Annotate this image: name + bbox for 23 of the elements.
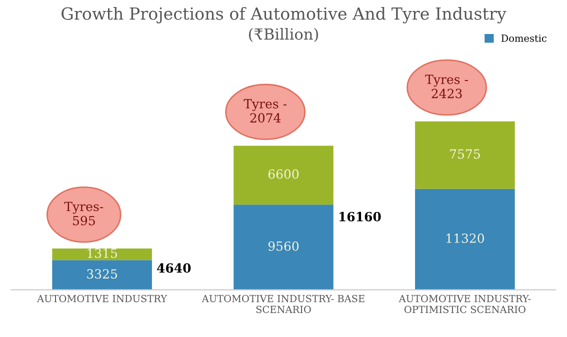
- data-label: 9560: [268, 241, 299, 251]
- data-label: 1315: [88, 248, 117, 258]
- data-label: 7575: [450, 149, 480, 159]
- x-tick-label: AUTOMOTIVE INDUSTRY: [36, 294, 168, 302]
- bar: [415, 188, 515, 290]
- total-label: 4640: [157, 263, 191, 273]
- bar: [234, 204, 334, 290]
- data-label: 6600: [268, 169, 299, 179]
- bar: [52, 260, 152, 290]
- annotation: Tyres- 595: [64, 202, 104, 226]
- legend-label: Domestic: [501, 34, 546, 42]
- total-label: 16160: [339, 212, 381, 222]
- bar: [234, 146, 334, 205]
- chart-subtitle: (₹Billion): [248, 28, 318, 42]
- bar: [52, 248, 152, 260]
- bar: [415, 121, 515, 189]
- text: Tyres - 2423: [425, 74, 468, 98]
- annotation: Tyres - 2074: [244, 99, 286, 123]
- x-tick-label: AUTOMOTIVE INDUSTRY- OPTIMISTIC SCENARIO: [398, 294, 531, 314]
- data-label: 3325: [87, 269, 117, 279]
- chart-title: Growth Projections of Automotive And Tyre Industry: [62, 6, 506, 24]
- data-label: 11320: [446, 234, 484, 243]
- x-tick-label: AUTOMOTIVE INDUSTRY- BASE SCENARIO: [202, 294, 364, 314]
